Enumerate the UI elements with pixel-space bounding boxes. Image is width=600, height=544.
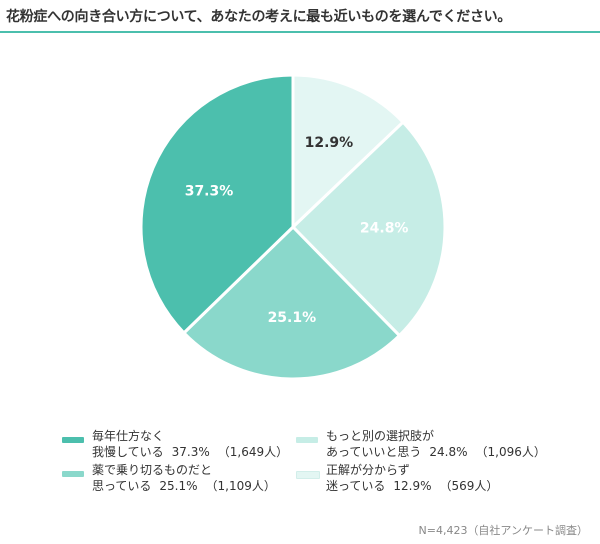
legend-percent: 24.8% xyxy=(429,445,468,459)
pie-slice-2 xyxy=(182,225,401,381)
legend-label-line1: 正解が分からず xyxy=(326,463,410,477)
pie-slice-1 xyxy=(291,120,447,338)
legend-count: （1,649人） xyxy=(217,445,289,459)
legend-label-line1: もっと別の選択肢が xyxy=(326,429,435,443)
legend-percent: 12.9% xyxy=(393,479,432,493)
legend-swatch xyxy=(296,471,320,479)
title-underline xyxy=(0,31,600,33)
legend-label-line2: 思っている xyxy=(92,479,152,493)
pie-chart: 12.9% 24.8% 25.1% 37.3% xyxy=(139,73,447,381)
slice-label-0: 12.9% xyxy=(305,135,354,151)
legend-swatch xyxy=(62,437,84,443)
legend-label-line1: 毎年仕方なく xyxy=(92,429,165,443)
pie-slice-3 xyxy=(139,73,295,335)
pie-slice-0 xyxy=(291,73,405,229)
legend-text: もっと別の選択肢が あっていいと思う 24.8% （1,096人） xyxy=(326,428,546,460)
legend-swatch xyxy=(296,437,318,443)
legend-label-line1: 薬で乗り切るものだと xyxy=(92,463,213,477)
legend-swatch xyxy=(62,471,84,477)
legend-label-line2: あっていいと思う xyxy=(326,445,422,459)
slice-label-2: 25.1% xyxy=(268,310,317,326)
legend-label-line2: 迷っている xyxy=(326,479,386,493)
slice-label-3: 37.3% xyxy=(185,183,234,199)
legend-text: 毎年仕方なく 我慢している 37.3% （1,649人） xyxy=(92,428,288,460)
legend-percent: 37.3% xyxy=(171,445,210,459)
legend-text: 正解が分からず 迷っている 12.9% （569人） xyxy=(326,462,498,494)
legend-count: （1,109人） xyxy=(205,479,276,493)
chart-title: 花粉症への向き合い方について、あなたの考えに最も近いものを選んでください。 xyxy=(6,9,512,25)
legend-count: （569人） xyxy=(439,479,499,493)
legend-percent: 25.1% xyxy=(159,479,198,493)
slice-label-1: 24.8% xyxy=(360,221,409,237)
legend-text: 薬で乗り切るものだと 思っている 25.1% （1,109人） xyxy=(92,462,276,494)
legend-label-line2: 我慢している xyxy=(92,445,164,459)
sample-size-note: N=4,423（自社アンケート調査） xyxy=(418,524,589,537)
legend-count: （1,096人） xyxy=(475,445,546,459)
